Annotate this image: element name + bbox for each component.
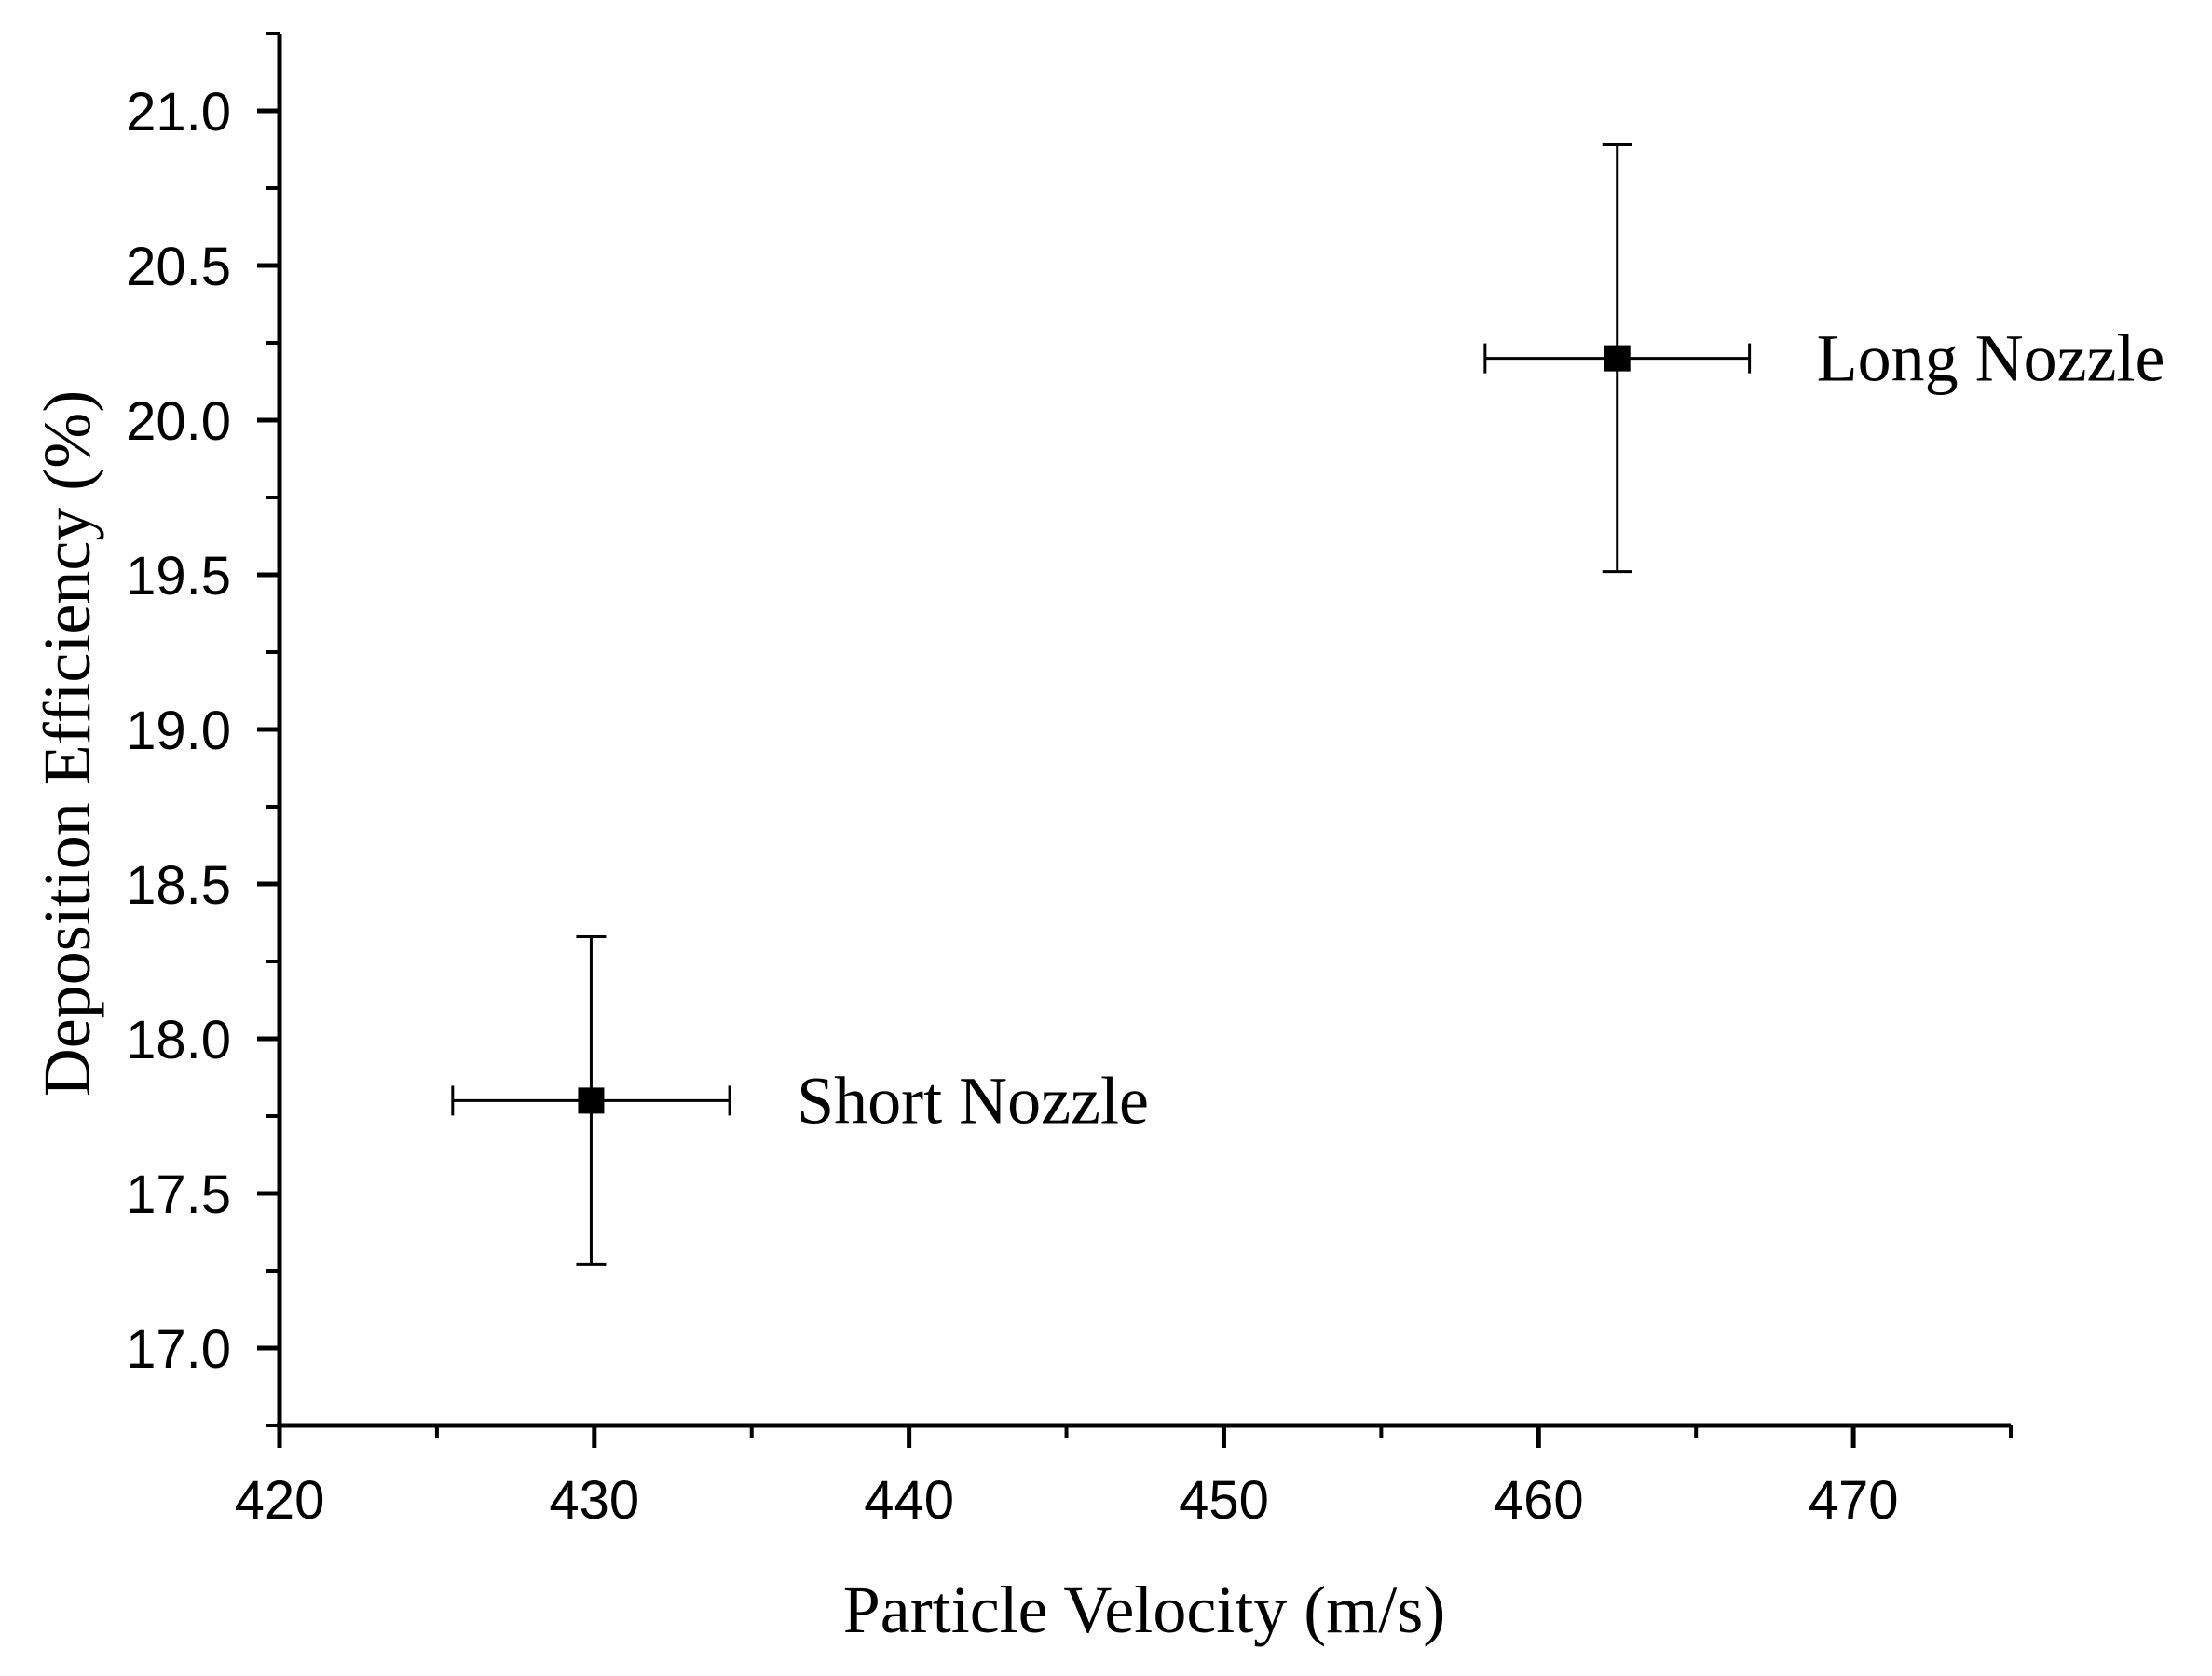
y-tick-label: 21.0: [126, 82, 231, 143]
x-tick-label: 420: [235, 1470, 325, 1531]
point-label-short-nozzle: Short Nozzle: [797, 1063, 1149, 1138]
y-tick-label: 20.0: [126, 391, 231, 452]
point-label-long-nozzle: Long Nozzle: [1817, 321, 2165, 396]
y-axis-title: Deposition Efficiency (%): [30, 390, 104, 1097]
x-tick-label: 440: [864, 1470, 954, 1531]
y-tick-label: 20.5: [126, 237, 231, 297]
data-point-long-nozzle: [1604, 345, 1631, 372]
y-tick-label: 18.0: [126, 1010, 231, 1070]
y-tick-label: 17.5: [126, 1165, 231, 1225]
x-axis-title: Particle Velocity (m/s): [843, 1573, 1446, 1647]
x-tick-label: 460: [1494, 1470, 1584, 1531]
y-tick-label: 18.5: [126, 855, 231, 916]
y-tick-label: 19.0: [126, 701, 231, 761]
x-tick-label: 450: [1179, 1470, 1269, 1531]
y-tick-label: 17.0: [126, 1319, 231, 1380]
x-tick-label: 430: [549, 1470, 639, 1531]
x-tick-label: 470: [1809, 1470, 1899, 1531]
y-tick-label: 19.5: [126, 546, 231, 606]
data-point-short-nozzle: [578, 1087, 605, 1114]
